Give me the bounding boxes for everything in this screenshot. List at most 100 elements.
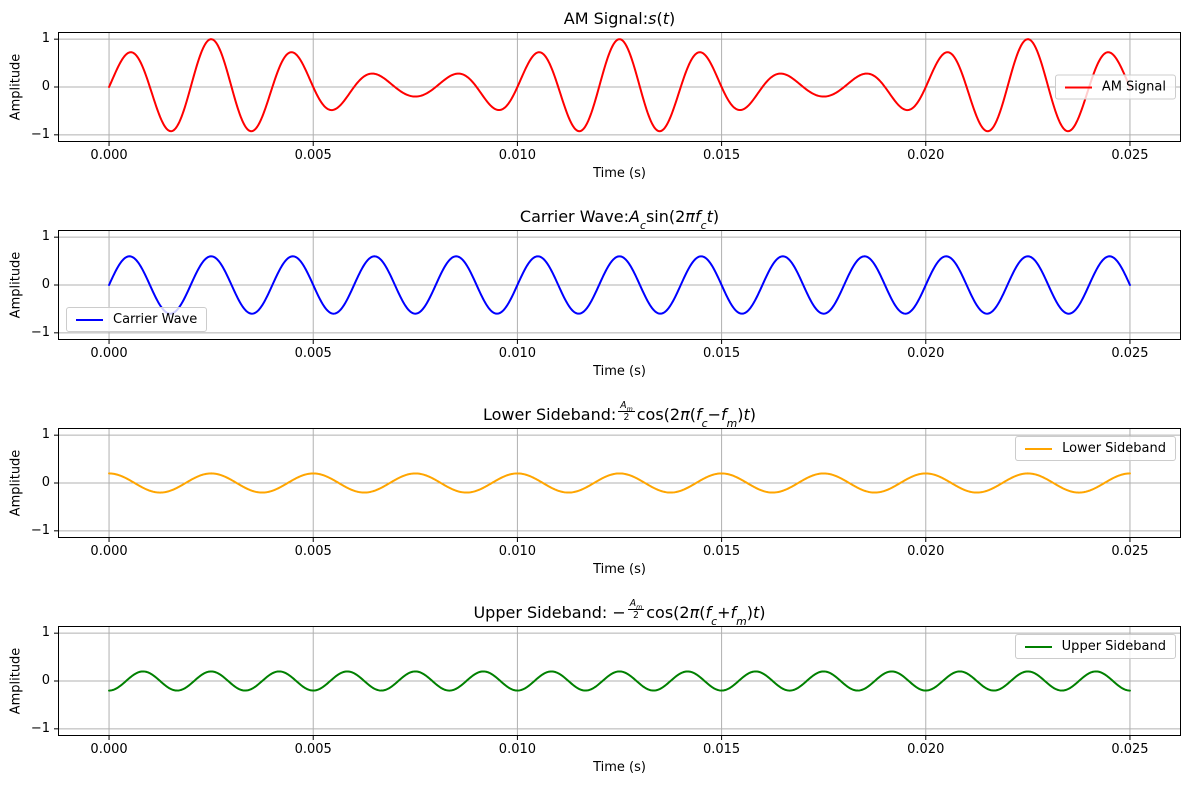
fraction-denominator: 2 [633, 610, 639, 622]
legend-carrier-wave: Carrier Wave [66, 307, 208, 332]
y-axis-label: Amplitude [8, 449, 24, 517]
title-text-part: + [717, 603, 731, 623]
title-text-part: Carrier Wave: [519, 207, 630, 227]
y-tick-label: 1 [41, 31, 50, 47]
title-text-part: ) [712, 207, 720, 227]
am-signal-legend-line-sample [1064, 86, 1092, 88]
legend-label: Lower Sideband [1062, 441, 1166, 456]
y-tick-label: 1 [41, 625, 50, 641]
title-text-part: A [629, 207, 640, 227]
x-tick-label: 0.010 [498, 148, 537, 163]
subplot-2-axes: Carrier Wave [54, 230, 1181, 344]
axes-frame [58, 428, 1181, 538]
x-axis-label: Time (s) [593, 562, 646, 577]
subplot-3-title: Lower Sideband: Am 2 cos(2 π(f c − f m) t) [482, 399, 757, 430]
y-tick-label: 1 [41, 229, 50, 245]
y-tick-label: −1 [30, 720, 50, 736]
x-tick-label: 0.020 [907, 742, 945, 757]
x-tick-label: 0.000 [90, 346, 128, 361]
title-text-part: ) [749, 405, 757, 425]
legend-lower-sideband: Lower Sideband [1015, 436, 1176, 461]
subplot-1-axes: AM Signal [54, 32, 1181, 146]
y-tick-label: 0 [41, 79, 50, 94]
lower-sideband-curve [108, 472, 1131, 494]
x-tick-label: 0.025 [1111, 148, 1149, 163]
x-tick-label: 0.015 [702, 742, 741, 757]
title-text-part: Lower Sideband: [482, 405, 617, 425]
subplot-3-plot-area [54, 428, 1181, 542]
title-text-part: f [705, 603, 712, 623]
fraction-numerator: Am [627, 597, 645, 611]
x-axis-label: Time (s) [593, 364, 646, 379]
title-text-part: s [648, 9, 657, 29]
y-tick-label: 0 [41, 277, 50, 292]
y-tick-label: −1 [30, 324, 50, 340]
title-text-part: − [707, 405, 721, 425]
title-text-part: f [694, 207, 701, 227]
title-text-part: ) [669, 9, 676, 29]
x-tick-label: 0.010 [498, 544, 537, 559]
x-tick-label: 0.005 [294, 544, 332, 559]
x-tick-label: 0.000 [90, 544, 128, 559]
x-tick-label: 0.000 [90, 148, 128, 163]
axes-frame [58, 626, 1181, 736]
title-text-part: ) [737, 405, 744, 425]
fraction-numerator: Am [618, 399, 635, 413]
x-tick-label: 0.005 [294, 148, 332, 163]
fraction: Am 2 [618, 399, 635, 424]
title-text-part: f [730, 603, 737, 623]
y-axis-label: Amplitude [8, 251, 24, 319]
legend-label: Upper Sideband [1061, 639, 1166, 654]
x-tick-label: 0.015 [702, 544, 741, 559]
title-text-part: π [680, 405, 690, 425]
title-text-part: ( [656, 9, 663, 29]
x-tick-label: 0.020 [907, 346, 945, 361]
y-tick-label: 0 [41, 475, 50, 490]
subplot-4-title: Upper Sideband: − Am 2 cos(2 π(f c + f m) t) [473, 597, 766, 628]
subplot-3-axes: Lower Sideband [54, 428, 1181, 542]
x-tick-label: 0.015 [702, 346, 741, 361]
title-text-part: cos(2 [646, 603, 690, 623]
legend-upper-sideband: Upper Sideband [1014, 634, 1176, 659]
title-text-part: A [629, 597, 637, 609]
subplot-4-plot-area [54, 626, 1181, 740]
carrier-wave-curve [108, 255, 1131, 315]
y-tick-label: −1 [30, 126, 50, 142]
title-text-part: sin(2 [645, 207, 686, 227]
axes-frame [58, 32, 1181, 142]
x-tick-label: 0.025 [1111, 742, 1149, 757]
y-tick-label: −1 [30, 522, 50, 538]
legend-am-signal: AM Signal [1054, 74, 1176, 100]
x-axis-label: Time (s) [593, 166, 646, 181]
title-text-part: t [662, 9, 669, 29]
upper-sideband-legend-line-sample [1024, 645, 1052, 648]
title-text-part: Upper Sideband: − [473, 603, 626, 623]
am-signal-curve [108, 38, 1131, 133]
x-tick-label: 0.010 [498, 346, 537, 361]
subplot-1-plot-area [54, 32, 1181, 146]
x-axis-label: Time (s) [593, 760, 646, 775]
title-text-part: ) [746, 603, 753, 623]
title-text-part: t [752, 603, 760, 623]
y-tick-label: 0 [41, 673, 50, 688]
title-text-part: ) [759, 603, 766, 623]
title-text-part: ( [689, 405, 696, 425]
axes-frame [58, 230, 1181, 340]
x-tick-label: 0.005 [294, 742, 332, 757]
title-text-part: t [743, 405, 750, 425]
title-text-part: A [620, 399, 627, 411]
upper-sideband-curve [108, 670, 1131, 692]
y-tick-label: 1 [41, 427, 50, 443]
subplot-2-plot-area [54, 230, 1181, 344]
x-tick-label: 0.020 [907, 544, 945, 559]
x-tick-label: 0.025 [1111, 346, 1149, 361]
subplot-4-axes: Upper Sideband [54, 626, 1181, 740]
title-text-part: AM Signal: [563, 9, 649, 29]
legend-label: AM Signal [1101, 79, 1166, 95]
title-text-part: π [685, 207, 695, 227]
title-text-part: π [689, 603, 700, 623]
x-tick-label: 0.025 [1111, 544, 1149, 559]
carrier-wave-legend-line-sample [76, 318, 103, 321]
